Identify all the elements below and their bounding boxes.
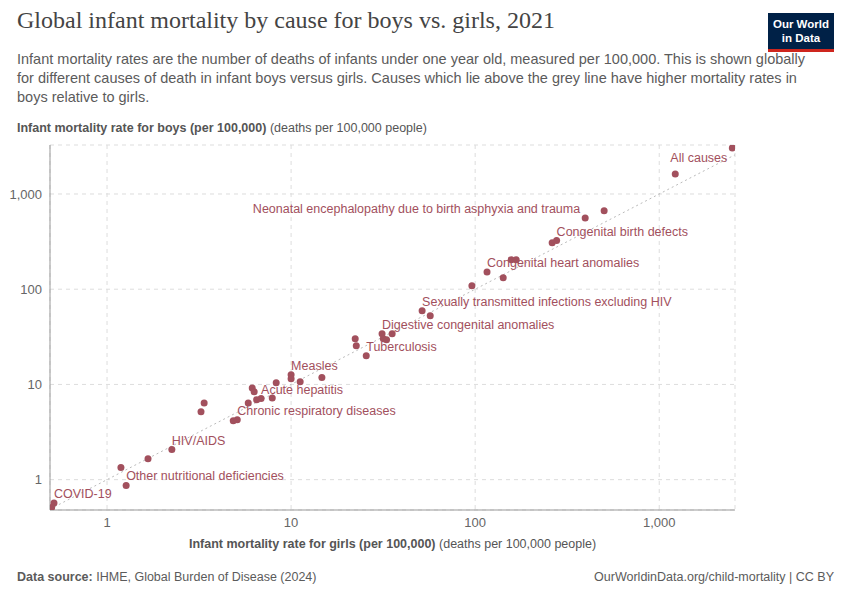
svg-text:1: 1: [35, 472, 42, 487]
svg-text:10: 10: [284, 515, 298, 530]
svg-text:COVID-19: COVID-19: [54, 487, 112, 501]
svg-text:10: 10: [28, 377, 42, 392]
svg-text:Tuberculosis: Tuberculosis: [366, 340, 436, 354]
html-text:Infant mortality rates are the: Infant mortality rates are the number of…: [17, 51, 805, 105]
svg-text:HIV/AIDS: HIV/AIDS: [172, 434, 226, 448]
html-text:Infant mortality rate for boys: Infant mortality rate for boys (per 100,…: [17, 121, 427, 135]
html-text:Global infant mortality by cau: Global infant mortality by cause for boy…: [17, 7, 555, 33]
svg-text:100: 100: [464, 515, 486, 530]
svg-text:Measles: Measles: [291, 359, 338, 373]
html-text:Data source: IHME, Global Burd: Data source: IHME, Global Burden of Dise…: [17, 570, 317, 584]
svg-text:Neonatal encephalopathy due to: Neonatal encephalopathy due to birth asp…: [253, 202, 580, 216]
svg-text:Congenital heart anomalies: Congenital heart anomalies: [487, 256, 639, 270]
svg-text:All causes: All causes: [670, 151, 727, 165]
svg-text:100: 100: [20, 282, 42, 297]
html-text:Our World: Our World: [773, 18, 829, 30]
html-text:Infant mortality rate for girl: Infant mortality rate for girls (per 100…: [188, 537, 597, 551]
svg-text:Acute hepatitis: Acute hepatitis: [261, 383, 343, 397]
svg-text:1: 1: [103, 515, 110, 530]
html-text:in Data: in Data: [781, 32, 821, 44]
svg-text:Other nutritional deficiencies: Other nutritional deficiencies: [126, 469, 284, 483]
svg-text:Chronic respiratory diseases: Chronic respiratory diseases: [237, 404, 395, 418]
svg-text:Congenital birth defects: Congenital birth defects: [557, 225, 688, 239]
svg-text:1,000: 1,000: [643, 515, 676, 530]
svg-text:1,000: 1,000: [9, 187, 42, 202]
svg-text:Sexually transmitted infection: Sexually transmitted infections excludin…: [422, 295, 672, 309]
svg-text:Digestive congenital anomalies: Digestive congenital anomalies: [382, 318, 554, 332]
html-text:OurWorldinData.org/child-morta: OurWorldinData.org/child-mortality | CC …: [594, 570, 834, 584]
